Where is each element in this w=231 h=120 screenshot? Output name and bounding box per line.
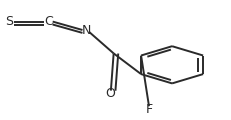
Text: N: N [82,24,91,36]
Text: F: F [146,103,152,116]
Text: O: O [105,87,115,100]
Text: C: C [44,15,53,28]
Text: S: S [5,15,13,28]
